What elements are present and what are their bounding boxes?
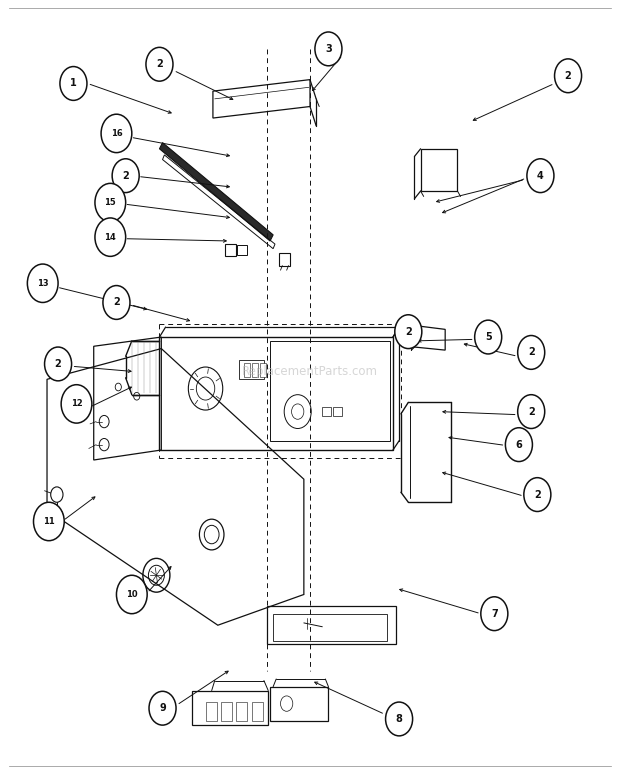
- Polygon shape: [159, 142, 273, 241]
- Text: 16: 16: [110, 129, 122, 138]
- Circle shape: [518, 395, 545, 429]
- Circle shape: [505, 428, 533, 461]
- Circle shape: [112, 159, 139, 193]
- Bar: [334, 407, 342, 416]
- Bar: [221, 702, 232, 721]
- Text: 2: 2: [122, 171, 129, 180]
- Text: 5: 5: [485, 332, 492, 342]
- Text: 15: 15: [104, 198, 116, 207]
- Text: 2: 2: [156, 60, 163, 69]
- Circle shape: [60, 67, 87, 101]
- Text: 13: 13: [37, 279, 48, 288]
- Circle shape: [101, 115, 132, 152]
- Circle shape: [149, 691, 176, 725]
- Text: 9: 9: [159, 704, 166, 713]
- Text: 4: 4: [537, 171, 544, 180]
- Circle shape: [45, 347, 71, 381]
- Bar: [225, 244, 236, 256]
- Text: 12: 12: [71, 399, 82, 409]
- Bar: [270, 341, 390, 440]
- Bar: [252, 363, 259, 377]
- Bar: [237, 245, 247, 255]
- Text: 8: 8: [396, 714, 402, 724]
- Text: 14: 14: [104, 233, 116, 241]
- Bar: [322, 407, 331, 416]
- Text: 10: 10: [126, 590, 138, 599]
- Text: 2: 2: [565, 70, 572, 80]
- Circle shape: [146, 47, 173, 81]
- Bar: [206, 702, 216, 721]
- Bar: [244, 363, 250, 377]
- Circle shape: [95, 218, 126, 256]
- Text: 2: 2: [55, 359, 61, 369]
- Text: 2: 2: [405, 327, 412, 337]
- Bar: [273, 614, 387, 641]
- Text: 6: 6: [516, 440, 522, 450]
- Circle shape: [117, 575, 147, 614]
- Circle shape: [395, 315, 422, 348]
- Text: 2: 2: [113, 297, 120, 307]
- Text: 3: 3: [325, 44, 332, 54]
- Circle shape: [33, 502, 64, 541]
- Text: 11: 11: [43, 517, 55, 526]
- Text: 7: 7: [491, 608, 498, 618]
- Circle shape: [481, 597, 508, 631]
- Bar: [236, 702, 247, 721]
- Bar: [279, 253, 290, 265]
- Circle shape: [524, 478, 551, 512]
- Circle shape: [518, 335, 545, 369]
- Text: 2: 2: [534, 490, 541, 499]
- Circle shape: [386, 702, 413, 736]
- Circle shape: [554, 59, 582, 93]
- Circle shape: [475, 320, 502, 354]
- Bar: [260, 363, 266, 377]
- Circle shape: [27, 264, 58, 303]
- Circle shape: [95, 183, 126, 222]
- Text: 1: 1: [70, 78, 77, 88]
- Bar: [239, 360, 264, 379]
- Circle shape: [527, 159, 554, 193]
- Text: 2: 2: [528, 348, 534, 358]
- Circle shape: [103, 286, 130, 320]
- Bar: [252, 702, 263, 721]
- Text: ReplacementParts.com: ReplacementParts.com: [242, 365, 378, 378]
- Circle shape: [315, 32, 342, 66]
- Text: 2: 2: [528, 406, 534, 416]
- Circle shape: [61, 385, 92, 423]
